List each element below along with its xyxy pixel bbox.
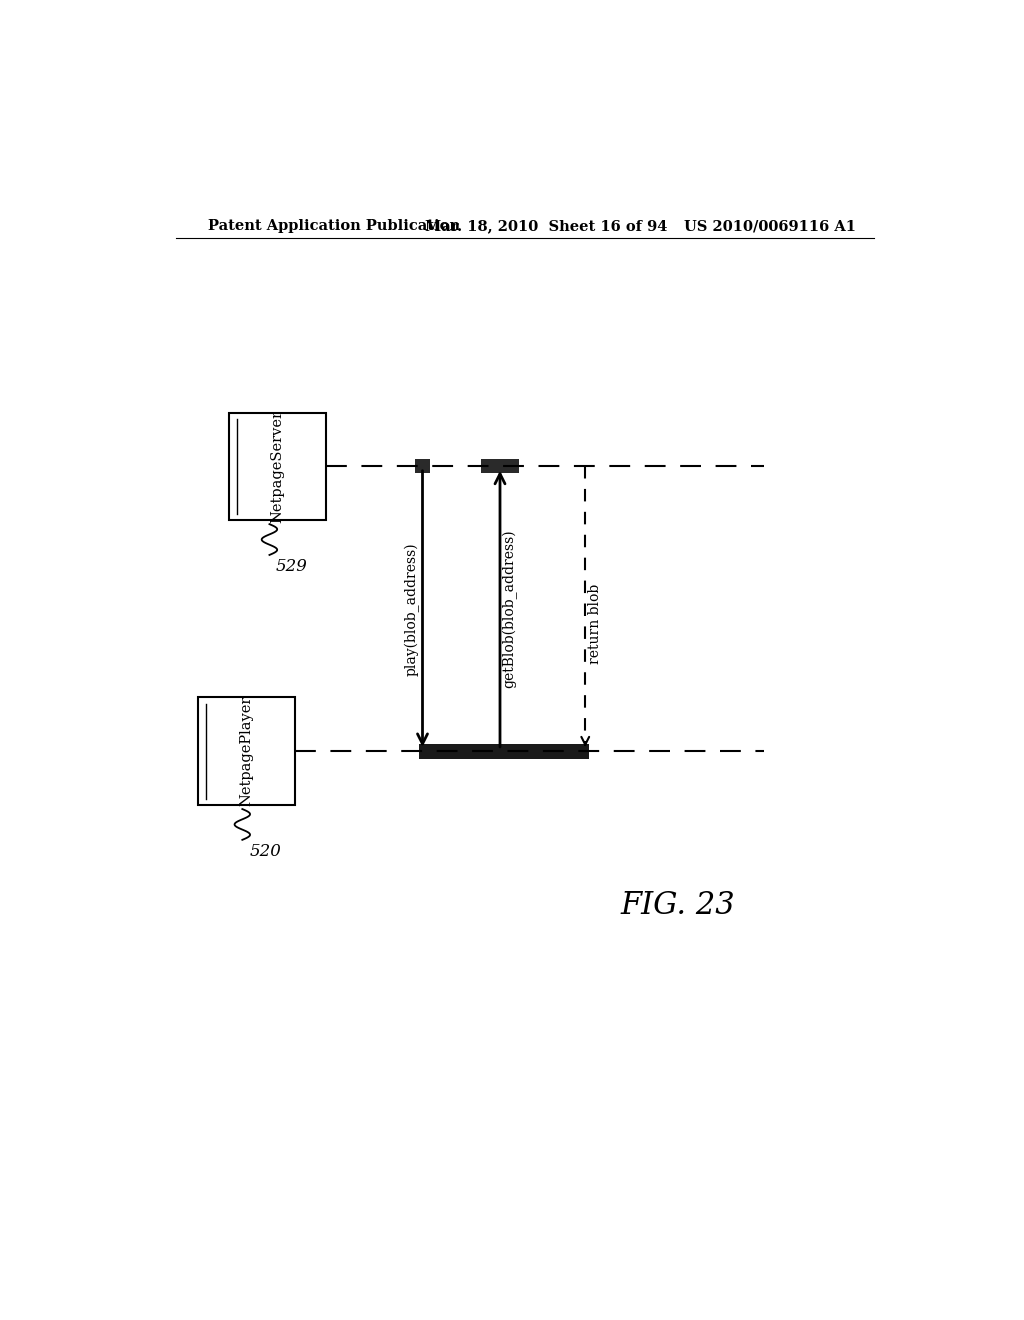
Text: play(blob_address): play(blob_address): [404, 543, 420, 676]
Text: 529: 529: [275, 558, 307, 576]
Text: Patent Application Publication: Patent Application Publication: [208, 219, 460, 234]
Bar: [419, 743, 589, 759]
Text: NetpageServer: NetpageServer: [270, 411, 285, 523]
Text: 520: 520: [250, 843, 282, 859]
Text: NetpagePlayer: NetpagePlayer: [240, 696, 253, 807]
Text: Mar. 18, 2010  Sheet 16 of 94: Mar. 18, 2010 Sheet 16 of 94: [425, 219, 668, 234]
Text: FIG. 23: FIG. 23: [621, 890, 735, 921]
Text: US 2010/0069116 A1: US 2010/0069116 A1: [684, 219, 856, 234]
Bar: [198, 697, 295, 805]
Bar: [415, 459, 430, 474]
Bar: [480, 459, 519, 474]
Text: getBlob(blob_address): getBlob(blob_address): [503, 529, 518, 688]
Bar: [228, 413, 326, 520]
Text: return blob: return blob: [589, 585, 602, 664]
